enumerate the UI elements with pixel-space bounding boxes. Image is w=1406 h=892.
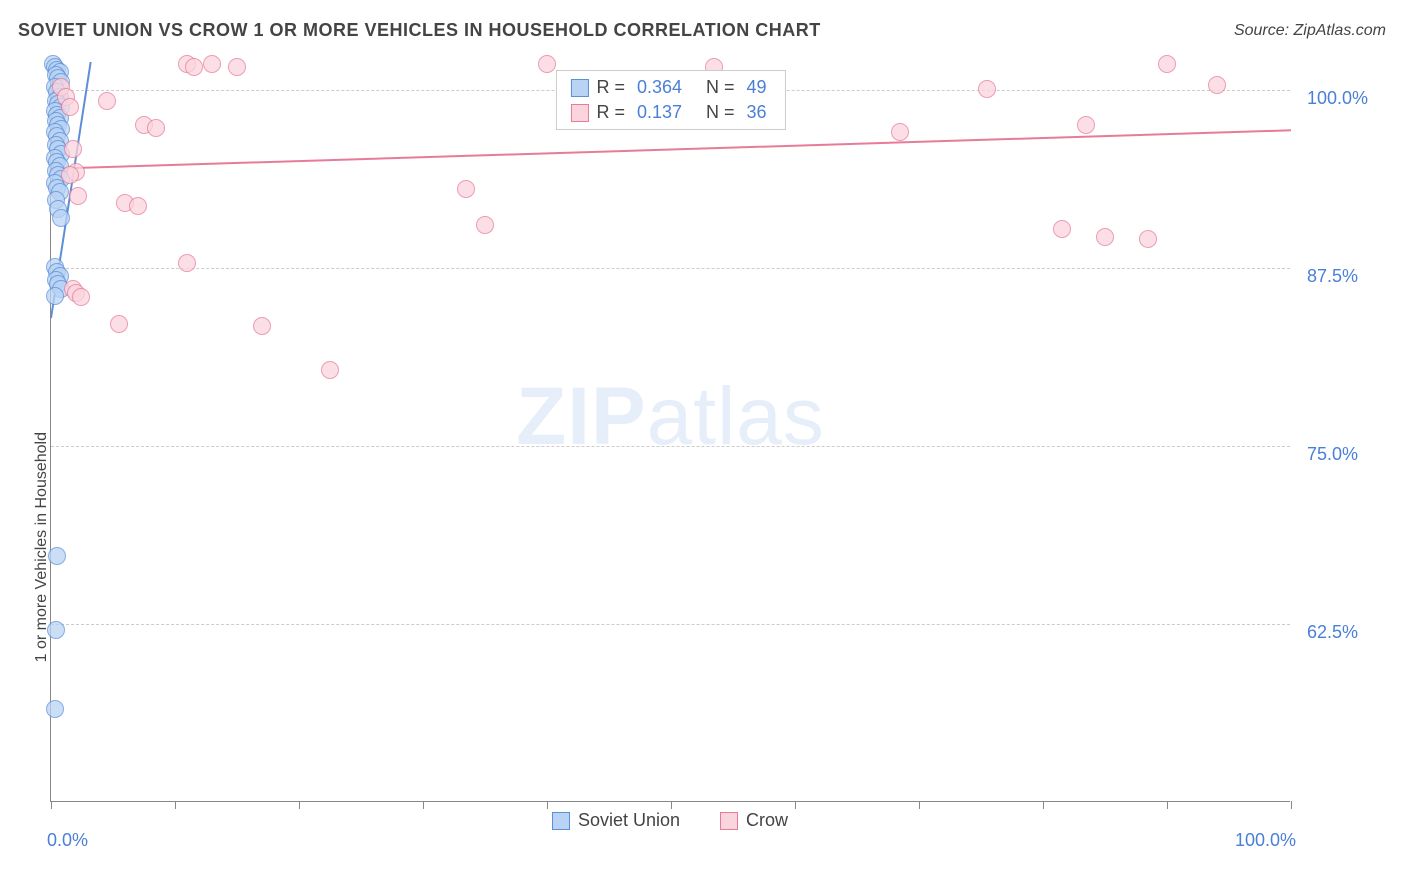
data-point (321, 361, 339, 379)
x-tick (919, 801, 920, 809)
x-tick (795, 801, 796, 809)
legend-swatch (720, 812, 738, 830)
source-label: Source: ZipAtlas.com (1234, 22, 1386, 40)
legend-swatch (552, 812, 570, 830)
stats-row: R = 0.137 N = 36 (570, 102, 770, 123)
y-tick-label: 100.0% (1307, 88, 1368, 109)
data-point (1158, 55, 1176, 73)
data-point (46, 700, 64, 718)
data-point (48, 547, 66, 565)
data-point (147, 119, 165, 137)
stats-r-label: R = (596, 77, 625, 98)
legend-item: Crow (720, 810, 788, 831)
y-tick-label: 87.5% (1307, 266, 1358, 287)
data-point (538, 55, 556, 73)
x-tick (1291, 801, 1292, 809)
watermark-bold: ZIP (516, 371, 647, 462)
stats-n-label: N = (706, 102, 735, 123)
data-point (69, 187, 87, 205)
stats-row: R = 0.364 N = 49 (570, 77, 770, 98)
x-tick (1043, 801, 1044, 809)
plot-region: R =0.364N =49R =0.137N =36 ZIPatlas 62.5… (50, 62, 1290, 802)
stats-n-value: 36 (747, 102, 767, 123)
data-point (52, 209, 70, 227)
watermark: ZIPatlas (516, 370, 825, 464)
data-point (978, 80, 996, 98)
chart-title: SOVIET UNION VS CROW 1 OR MORE VEHICLES … (18, 20, 821, 41)
data-point (1208, 76, 1226, 94)
x-min-label: 0.0% (47, 830, 88, 851)
data-point (110, 315, 128, 333)
header: SOVIET UNION VS CROW 1 OR MORE VEHICLES … (18, 20, 1386, 41)
stats-r-label: R = (596, 102, 625, 123)
legend-label: Crow (746, 810, 788, 831)
data-point (98, 92, 116, 110)
x-tick (671, 801, 672, 809)
x-tick (299, 801, 300, 809)
data-point (72, 288, 90, 306)
data-point (1053, 220, 1071, 238)
data-point (64, 140, 82, 158)
data-point (891, 123, 909, 141)
watermark-light: atlas (647, 371, 825, 462)
x-max-label: 100.0% (1235, 830, 1296, 851)
data-point (1077, 116, 1095, 134)
data-point (129, 197, 147, 215)
data-point (46, 287, 64, 305)
stats-n-label: N = (706, 77, 735, 98)
stats-n-value: 49 (747, 77, 767, 98)
data-point (185, 58, 203, 76)
y-tick-label: 75.0% (1307, 444, 1358, 465)
stats-legend: R = 0.364 N = 49 R = 0.137 N = 36 (555, 70, 785, 130)
data-point (457, 180, 475, 198)
x-tick (423, 801, 424, 809)
data-point (61, 166, 79, 184)
legend-label: Soviet Union (578, 810, 680, 831)
data-point (476, 216, 494, 234)
trendlines (51, 62, 1291, 802)
legend-bottom: Soviet Union Crow (50, 810, 1290, 831)
gridline (51, 624, 1290, 625)
data-point (253, 317, 271, 335)
data-point (47, 621, 65, 639)
x-tick (51, 801, 52, 809)
legend-item: Soviet Union (552, 810, 680, 831)
data-point (1139, 230, 1157, 248)
gridline (51, 268, 1290, 269)
x-tick (175, 801, 176, 809)
x-tick (547, 801, 548, 809)
stats-r-value: 0.137 (637, 102, 682, 123)
chart-area: R =0.364N =49R =0.137N =36 ZIPatlas 62.5… (50, 62, 1290, 802)
data-point (61, 98, 79, 116)
y-tick-label: 62.5% (1307, 622, 1358, 643)
x-tick (1167, 801, 1168, 809)
stats-r-value: 0.364 (637, 77, 682, 98)
series-swatch (570, 104, 588, 122)
data-point (203, 55, 221, 73)
data-point (228, 58, 246, 76)
series-swatch (570, 79, 588, 97)
data-point (1096, 228, 1114, 246)
gridline (51, 446, 1290, 447)
data-point (178, 254, 196, 272)
